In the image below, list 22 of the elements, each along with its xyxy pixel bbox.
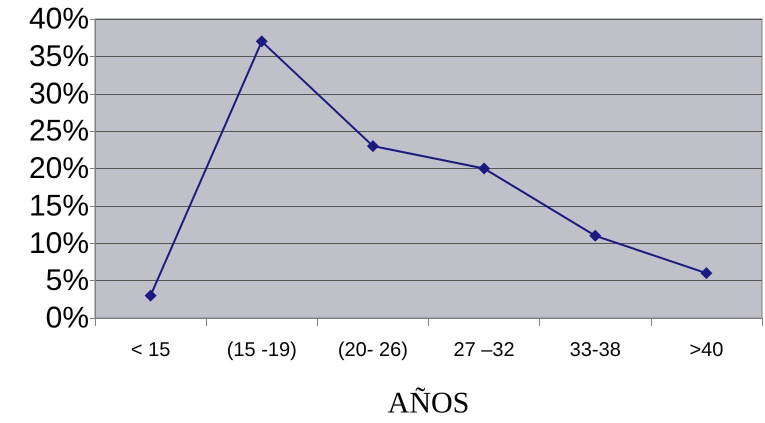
point xyxy=(366,140,379,152)
point xyxy=(589,230,602,242)
y-tick-label: 15% xyxy=(28,189,89,222)
x-tick-label: 33-38 xyxy=(570,339,621,361)
point xyxy=(144,290,157,302)
x-tick-label: < 15 xyxy=(130,339,170,361)
x-tick-label: >40 xyxy=(689,339,724,361)
y-tick-label: 30% xyxy=(28,77,89,110)
y-tick-label: 35% xyxy=(28,40,89,73)
point xyxy=(700,267,712,280)
y-tick-label: 0% xyxy=(46,302,89,334)
x-tick-label: 27 –32 xyxy=(453,339,515,361)
x-tick-label: (20- 26) xyxy=(338,339,408,361)
point xyxy=(256,35,268,48)
point xyxy=(478,162,490,174)
y-tick-label: 40% xyxy=(28,2,89,36)
x-tick-label: (15 -19) xyxy=(226,339,297,361)
y-tick-label: 25% xyxy=(28,114,89,148)
y-tick-label: 5% xyxy=(46,264,89,298)
y-tick-label: 10% xyxy=(28,226,89,260)
x-axis-title: AÑOS xyxy=(388,386,470,420)
y-tick-label: 20% xyxy=(28,152,89,185)
